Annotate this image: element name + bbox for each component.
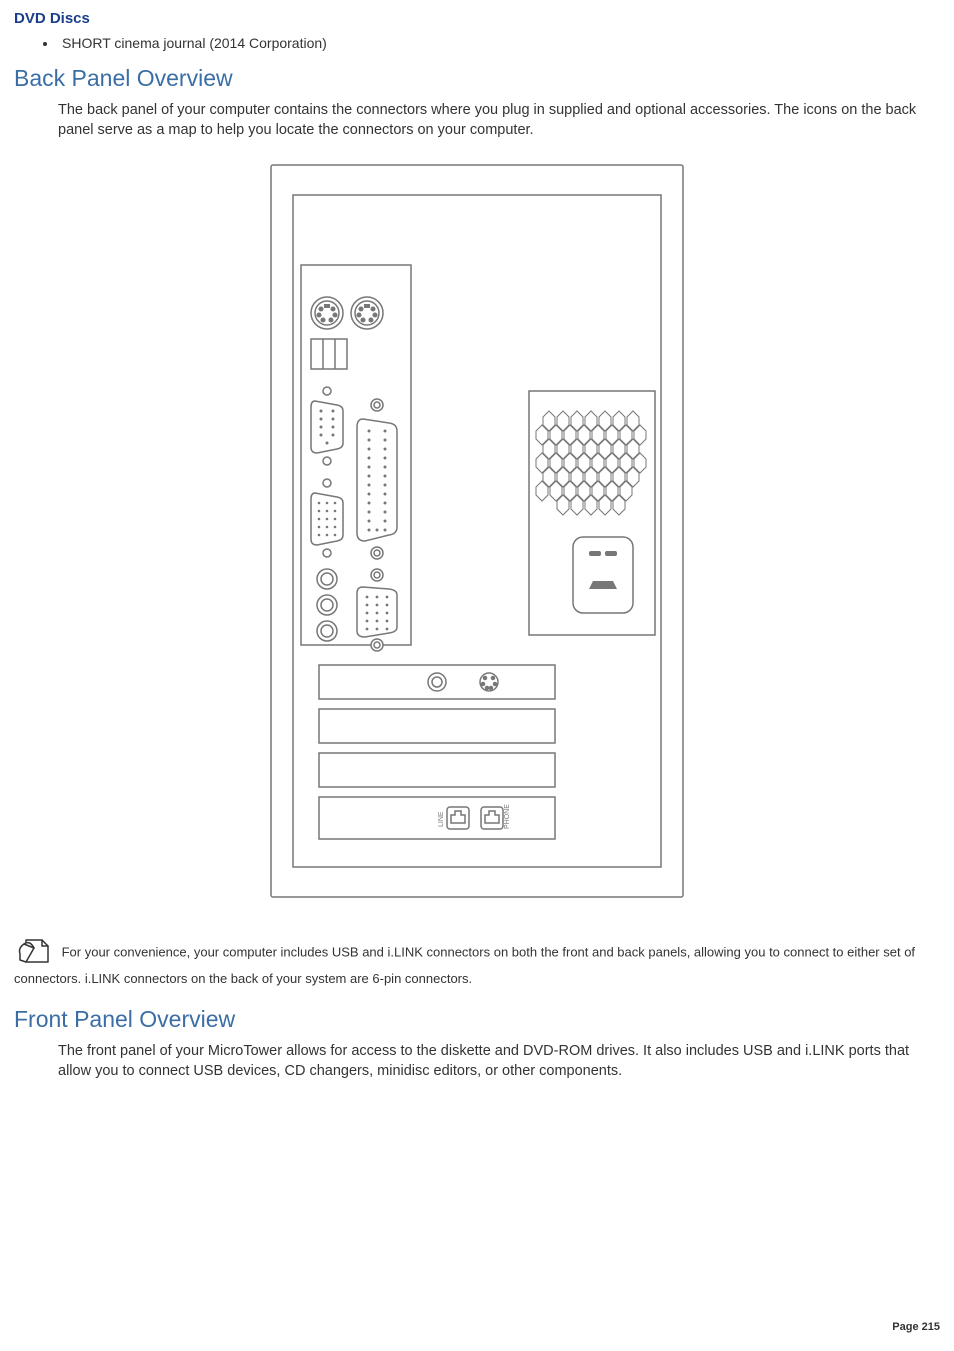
dvd-list-item: SHORT cinema journal (2014 Corporation)	[58, 35, 940, 51]
back-panel-heading: Back Panel Overview	[14, 65, 940, 92]
note-block: For your convenience, your computer incl…	[14, 936, 940, 988]
dvd-list: SHORT cinema journal (2014 Corporation)	[14, 35, 940, 51]
note-text: For your convenience, your computer incl…	[14, 944, 915, 986]
back-panel-paragraph: The back panel of your computer contains…	[58, 100, 940, 141]
dvd-discs-heading: DVD Discs	[14, 10, 940, 27]
front-panel-heading: Front Panel Overview	[14, 1006, 940, 1033]
back-panel-diagram: LINE PHONE	[14, 161, 940, 906]
phone-label: PHONE	[504, 803, 511, 828]
note-icon	[14, 936, 54, 971]
front-panel-paragraph: The front panel of your MicroTower allow…	[58, 1041, 940, 1082]
page-number: Page 215	[892, 1321, 940, 1333]
line-label: LINE	[438, 811, 445, 827]
